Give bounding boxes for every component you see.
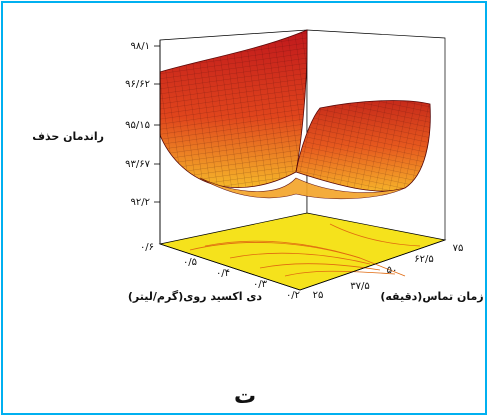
x-tick-label: ۰/۶ — [140, 242, 154, 253]
z-tick-label: ۹۶/۶۲ — [125, 79, 150, 90]
z-axis: ۹۸/۱ ۹۶/۶۲ ۹۵/۱۵ ۹۳/۶۷ ۹۲/۲ راندمان حذف — [32, 40, 161, 244]
y-axis: ۲۵ ۳۷/۵ ۵۰ ۶۲/۵ ۷۵ زمان تماس(دقیقه) — [299, 239, 484, 303]
y-tick-label: ۵۰ — [387, 265, 398, 276]
z-axis-label: راندمان حذف — [32, 130, 104, 143]
surface-valley — [199, 177, 406, 200]
x-axis-label: دی اکسید روی(گرم/لیتر) — [128, 290, 263, 303]
z-tick-label: ۹۵/۱۵ — [125, 120, 150, 131]
y-tick-label: ۳۷/۵ — [350, 281, 369, 292]
z-tick-label: ۹۸/۱ — [131, 41, 150, 52]
x-tick-label: ۰/۴ — [216, 268, 230, 279]
z-tick-label: ۹۲/۲ — [131, 197, 150, 208]
y-tick-label: ۷۵ — [453, 243, 464, 254]
figure-caption: ت — [233, 384, 257, 409]
x-axis: ۰/۶ ۰/۵ ۰/۴ ۰/۳ ۰/۲ دی اکسید روی(گرم/لیت… — [128, 242, 301, 303]
z-tick-label: ۹۳/۶۷ — [125, 159, 150, 170]
y-axis-label: زمان تماس(دقیقه) — [380, 290, 483, 303]
floor-contours — [189, 223, 421, 277]
x-tick-label: ۰/۳ — [253, 279, 268, 290]
x-tick-label: ۰/۲ — [286, 290, 300, 301]
x-tick-label: ۰/۵ — [183, 257, 197, 268]
y-tick-label: ۶۲/۵ — [414, 254, 433, 265]
y-tick-label: ۲۵ — [313, 290, 324, 301]
